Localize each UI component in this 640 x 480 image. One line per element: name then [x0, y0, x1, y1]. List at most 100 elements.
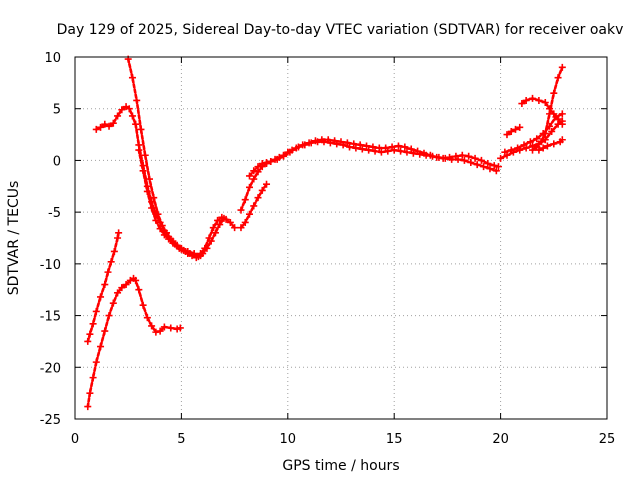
x-tick-label: 20 [492, 432, 509, 447]
data-point [97, 123, 105, 131]
data-point [122, 281, 130, 289]
series-arc-5 [135, 146, 228, 261]
data-point [414, 147, 422, 155]
data-point [529, 146, 537, 154]
data-point [280, 152, 288, 160]
data-point [356, 141, 364, 149]
x-tick-label: 0 [71, 432, 79, 447]
data-point [518, 100, 526, 108]
data-point [141, 151, 149, 159]
series-arc-13 [529, 63, 566, 154]
data-point [554, 115, 562, 123]
data-point [543, 142, 551, 150]
data-point [237, 224, 245, 232]
data-point [86, 330, 94, 338]
data-point [452, 152, 460, 160]
data-point [286, 148, 294, 156]
data-point [343, 139, 351, 147]
data-point [173, 242, 181, 250]
data-point [458, 151, 466, 159]
data-point [337, 138, 345, 146]
data-point [403, 148, 411, 156]
series-arc-10 [501, 110, 566, 156]
data-point [318, 136, 326, 144]
data-point [539, 144, 547, 152]
data-point [109, 119, 117, 127]
data-point [363, 142, 371, 150]
x-axis-label: GPS time / hours [282, 458, 399, 474]
data-point [467, 158, 475, 166]
series-trace [503, 112, 564, 154]
y-tick-label: 0 [53, 154, 61, 169]
data-point [258, 186, 266, 194]
data-point [148, 204, 156, 212]
data-point [258, 160, 266, 168]
data-point [426, 151, 434, 159]
data-point [145, 175, 153, 183]
series-arc-3 [92, 103, 205, 260]
series-trace [95, 105, 202, 257]
series-arc-7 [237, 138, 500, 214]
data-point [375, 144, 383, 152]
plot-area [84, 55, 566, 411]
data-point [394, 142, 402, 150]
data-point [371, 147, 379, 155]
data-point [97, 343, 105, 351]
data-point [477, 156, 485, 164]
data-point [267, 157, 275, 165]
data-point [273, 155, 281, 163]
data-point [535, 146, 543, 154]
data-point [169, 239, 177, 247]
data-point [133, 96, 141, 104]
data-point [148, 322, 156, 330]
data-point [237, 206, 245, 214]
data-point [128, 112, 136, 120]
x-tick-label: 10 [280, 432, 297, 447]
data-point [550, 140, 558, 148]
data-point [522, 96, 530, 104]
data-point [154, 210, 162, 218]
data-point [241, 196, 249, 204]
data-point [114, 234, 122, 242]
data-point [311, 137, 319, 145]
data-point [388, 143, 396, 151]
data-point [558, 136, 566, 144]
x-tick-label: 15 [386, 432, 403, 447]
data-point [115, 229, 123, 237]
data-point [132, 276, 140, 284]
data-point [104, 268, 112, 276]
data-point [241, 218, 249, 226]
data-point [109, 299, 117, 307]
data-point [537, 138, 545, 146]
series-arc-8 [245, 136, 502, 180]
data-point [110, 247, 118, 255]
data-point [135, 286, 143, 294]
data-point [156, 327, 164, 335]
data-point [139, 167, 147, 175]
data-point [254, 194, 262, 202]
data-point [324, 136, 332, 144]
y-tick-label: 5 [53, 103, 61, 118]
data-point [369, 143, 377, 151]
data-point [439, 154, 447, 162]
data-point [299, 141, 307, 149]
data-point [186, 250, 194, 258]
data-point [114, 289, 122, 297]
data-point [165, 235, 173, 243]
data-point [173, 325, 181, 333]
series-arc-9 [497, 117, 566, 162]
data-point [352, 144, 360, 152]
data-point [541, 99, 549, 107]
data-point [211, 229, 219, 237]
data-point [529, 94, 537, 102]
data-point [194, 253, 202, 261]
data-point [554, 74, 562, 82]
series-arc-14 [535, 136, 566, 154]
data-point [101, 327, 109, 335]
data-point [446, 153, 454, 161]
data-point [176, 324, 184, 332]
data-point [152, 328, 160, 336]
y-tick-label: -5 [48, 206, 61, 221]
data-point [137, 125, 145, 133]
